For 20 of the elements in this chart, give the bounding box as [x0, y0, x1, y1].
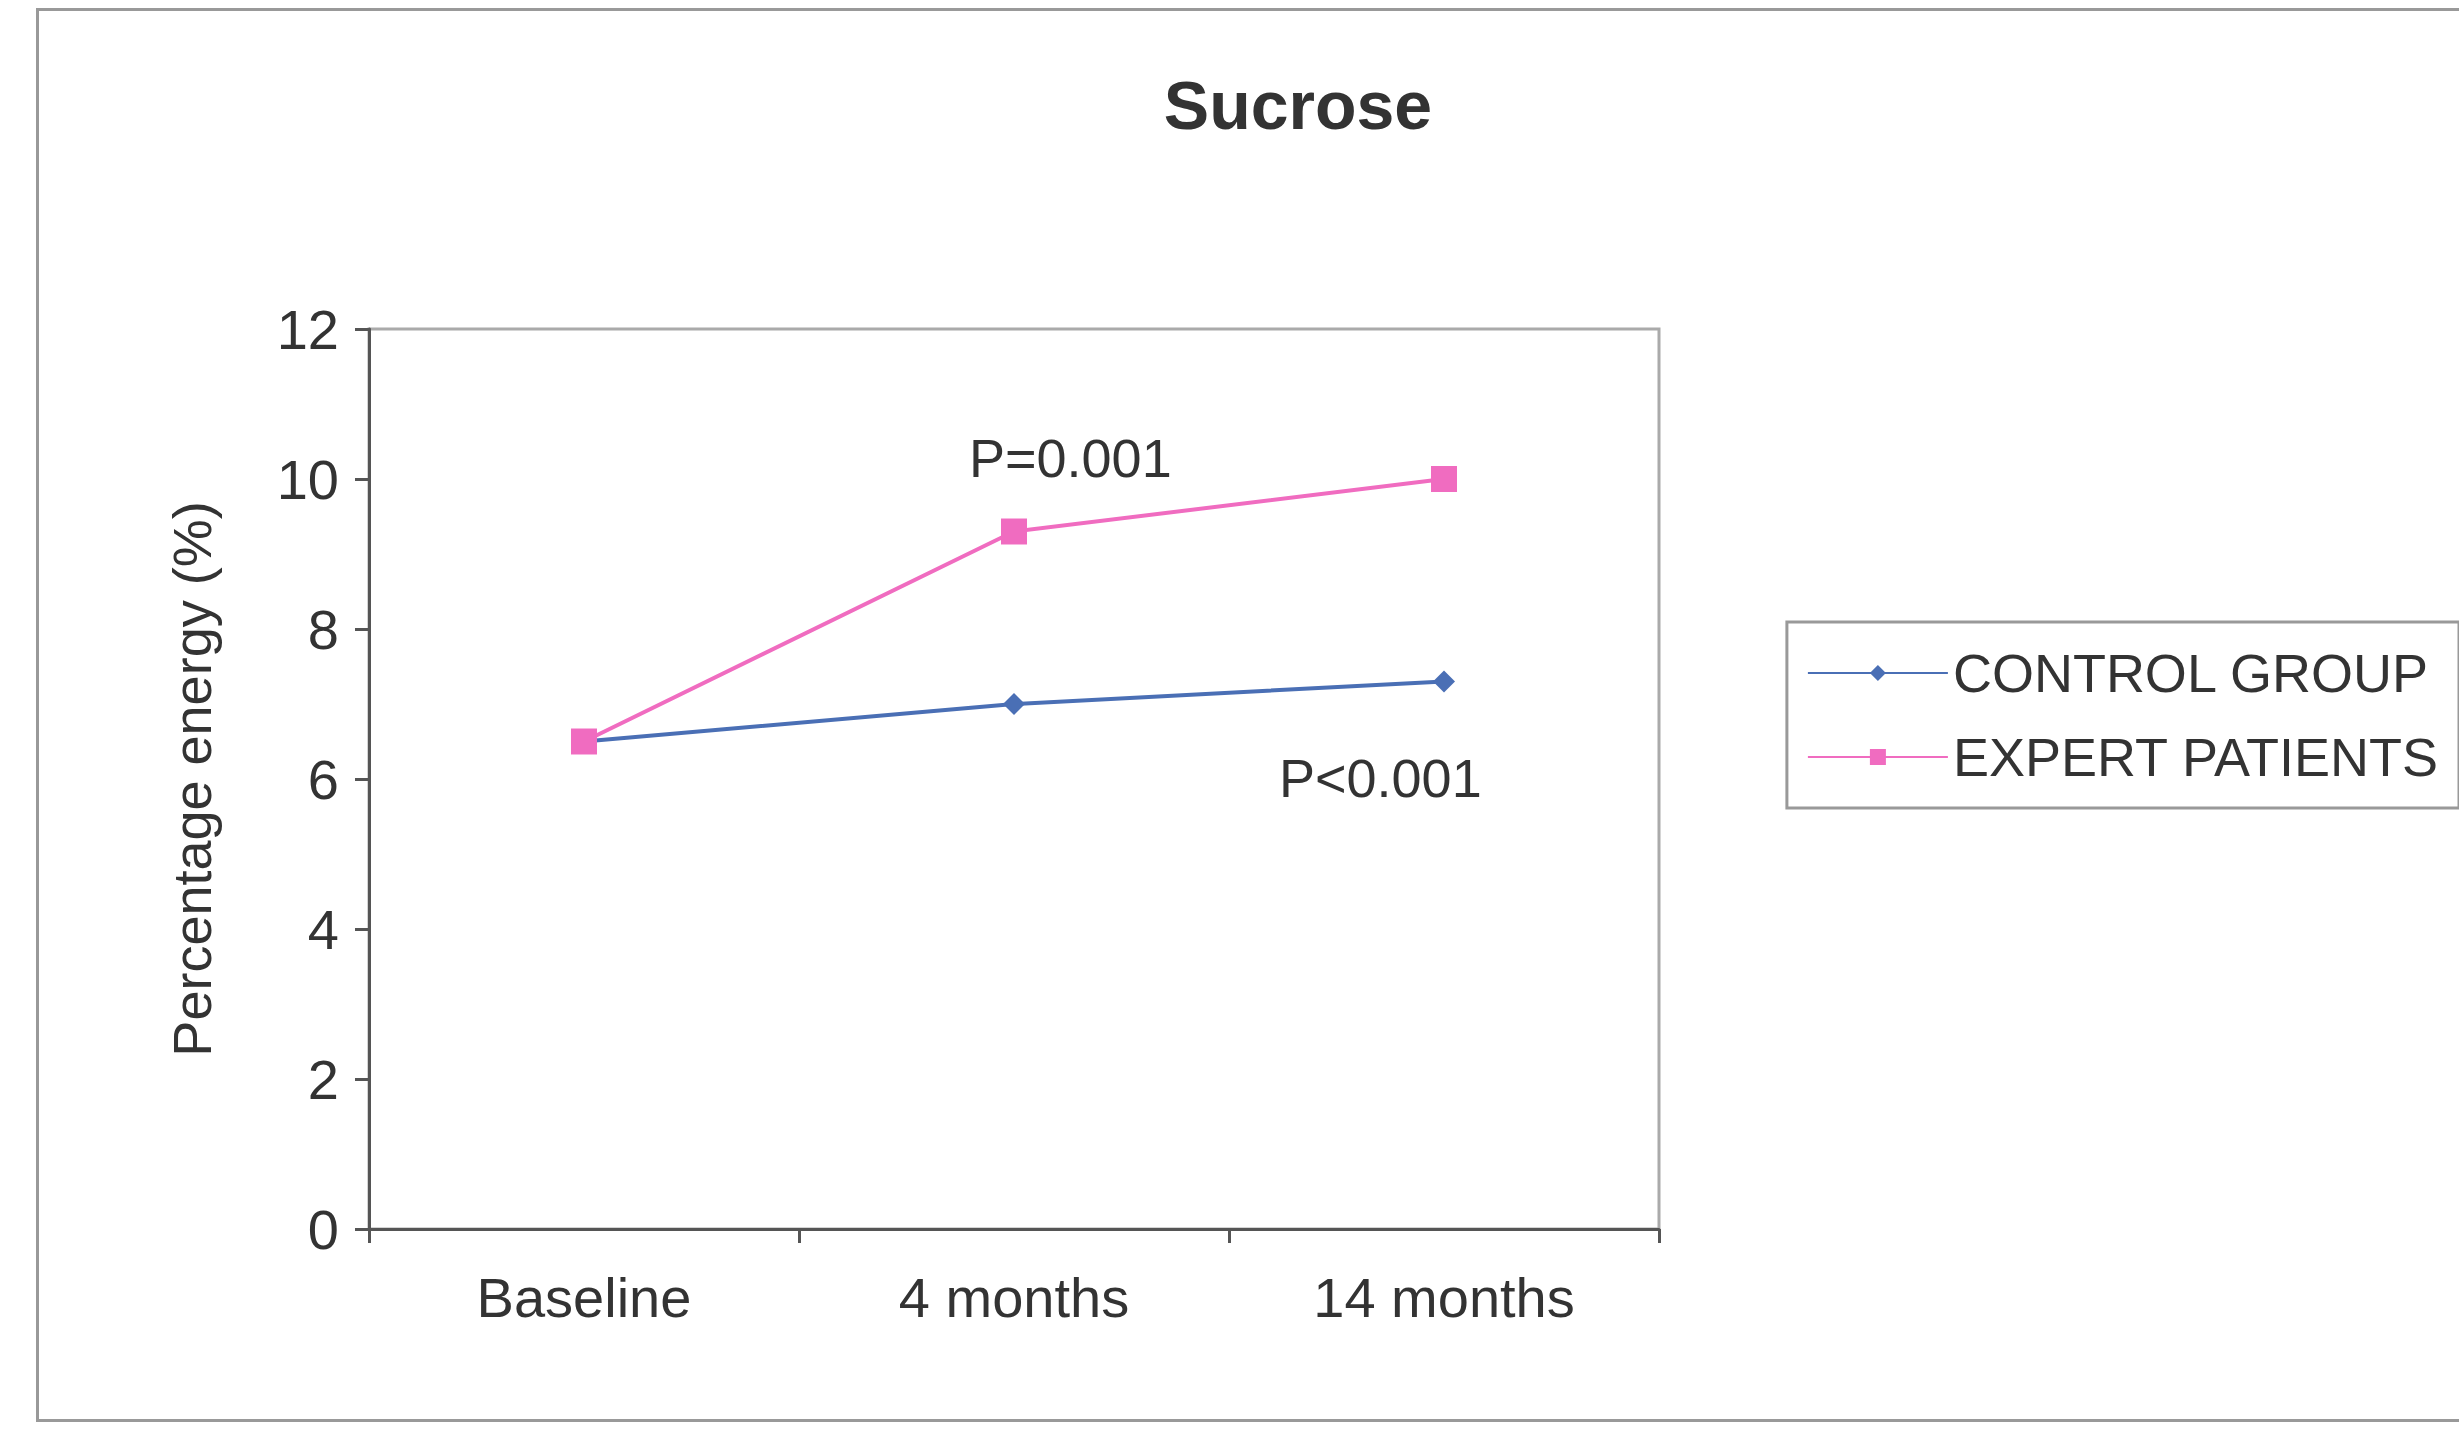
y-tick-label: 6 [307, 747, 339, 811]
legend-label: EXPERT PATIENTS [1952, 727, 2439, 787]
point [1001, 518, 1027, 545]
y-tick-label: 2 [307, 1047, 339, 1111]
y-axis-title: Percentage energy (%) [162, 501, 222, 1057]
x-tick-label: 4 months [898, 1265, 1130, 1329]
x-tick-label: 14 months [1313, 1265, 1575, 1329]
point [1433, 670, 1455, 693]
y-tick-label: 10 [276, 447, 339, 511]
point [1431, 466, 1457, 492]
legend-label: CONTROL GROUP [1952, 643, 2428, 703]
y-tick-label: 4 [307, 897, 339, 961]
annotation: P=0.001 [969, 428, 1172, 488]
y-tick-label: 12 [276, 297, 339, 361]
annotation: P<0.001 [1279, 748, 1482, 808]
chart-title: Sucrose [1163, 67, 1433, 143]
y-tick-label: 8 [307, 597, 339, 661]
y-tick-label: 0 [307, 1197, 339, 1261]
x-tick-label: Baseline [476, 1265, 692, 1329]
point [1003, 693, 1025, 715]
